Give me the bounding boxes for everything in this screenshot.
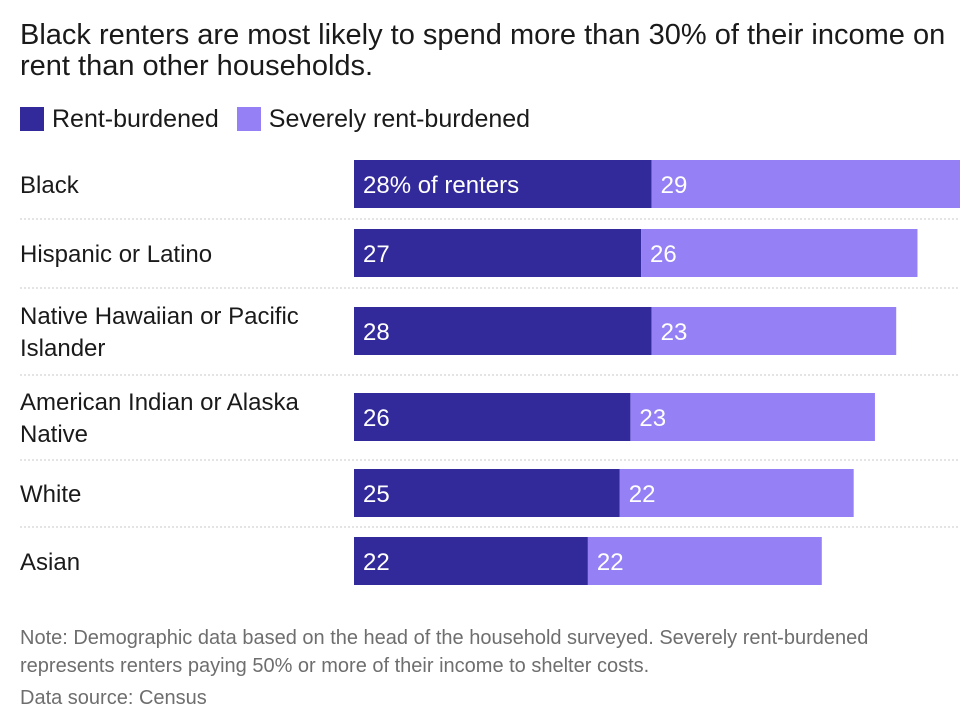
data-label-rent-burdened-black: 28% of renters [363, 172, 519, 199]
legend-swatch-rent-burdened [20, 107, 44, 131]
bar-severely-rent-burdened-white [619, 469, 854, 517]
legend-item-severely-rent-burdened: Severely rent-burdened [236, 104, 531, 134]
data-label-severely-rent-burdened-asian: 22 [597, 549, 624, 576]
category-label-white: White [20, 481, 81, 508]
bar-severely-rent-burdened-american-indian-or-alaska-native [630, 393, 875, 441]
legend-label-rent-burdened: Rent-burdened [52, 104, 219, 133]
category-label-american-indian-or-alaska-native: American Indian or Alaska Native [20, 389, 299, 448]
data-label-rent-burdened-native-hawaiian-or-pacific-islander: 28 [363, 319, 390, 346]
bar-chart: Black 28% of renters 29 Hispanic or Latino 2… [20, 160, 960, 585]
category-label-asian: Asian [20, 549, 80, 576]
category-label-native-hawaiian-or-pacific-islander: Native Hawaiian or Pacific Islander [20, 303, 299, 362]
legend: Rent-burdened Severely rent-burdened [20, 104, 548, 134]
legend-label-severely-rent-burdened: Severely rent-burdened [268, 104, 531, 133]
data-label-rent-burdened-white: 25 [363, 481, 390, 508]
bar-severely-rent-burdened-hispanic-or-latino [641, 229, 918, 277]
data-label-rent-burdened-hispanic-or-latino: 27 [363, 241, 390, 268]
category-label-hispanic-or-latino: Hispanic or Latino [20, 241, 212, 268]
legend-swatch-severely-rent-burdened [236, 107, 261, 131]
legend-item-rent-burdened: Rent-burdened [20, 105, 219, 134]
chart-source: Data source: Census [20, 687, 207, 709]
data-label-severely-rent-burdened-american-indian-or-alaska-native: 23 [639, 405, 666, 432]
bar-rent-burdened-native-hawaiian-or-pacific-islander [354, 307, 652, 355]
bar-severely-rent-burdened-native-hawaiian-or-pacific-islander [651, 307, 897, 355]
bar-rent-burdened-american-indian-or-alaska-native [354, 393, 631, 441]
bar-rent-burdened-hispanic-or-latino [354, 229, 642, 277]
bar-severely-rent-burdened-asian [587, 537, 822, 585]
chart-title: Black renters are most likely to spend m… [20, 19, 946, 82]
data-label-severely-rent-burdened-native-hawaiian-or-pacific-islander: 23 [661, 319, 688, 346]
bar-rent-burdened-white [354, 469, 620, 517]
chart-note: Note: Demographic data based on the head… [20, 627, 869, 677]
data-label-severely-rent-burdened-hispanic-or-latino: 26 [650, 241, 677, 268]
data-label-rent-burdened-asian: 22 [363, 549, 390, 576]
data-label-severely-rent-burdened-white: 22 [629, 481, 656, 508]
category-label-black: Black [20, 172, 80, 199]
data-label-rent-burdened-american-indian-or-alaska-native: 26 [363, 405, 390, 432]
bar-severely-rent-burdened-black [651, 160, 960, 208]
bar-rent-burdened-black [354, 160, 652, 208]
bar-rent-burdened-asian [354, 537, 588, 585]
data-label-severely-rent-burdened-black: 29 [661, 172, 688, 199]
